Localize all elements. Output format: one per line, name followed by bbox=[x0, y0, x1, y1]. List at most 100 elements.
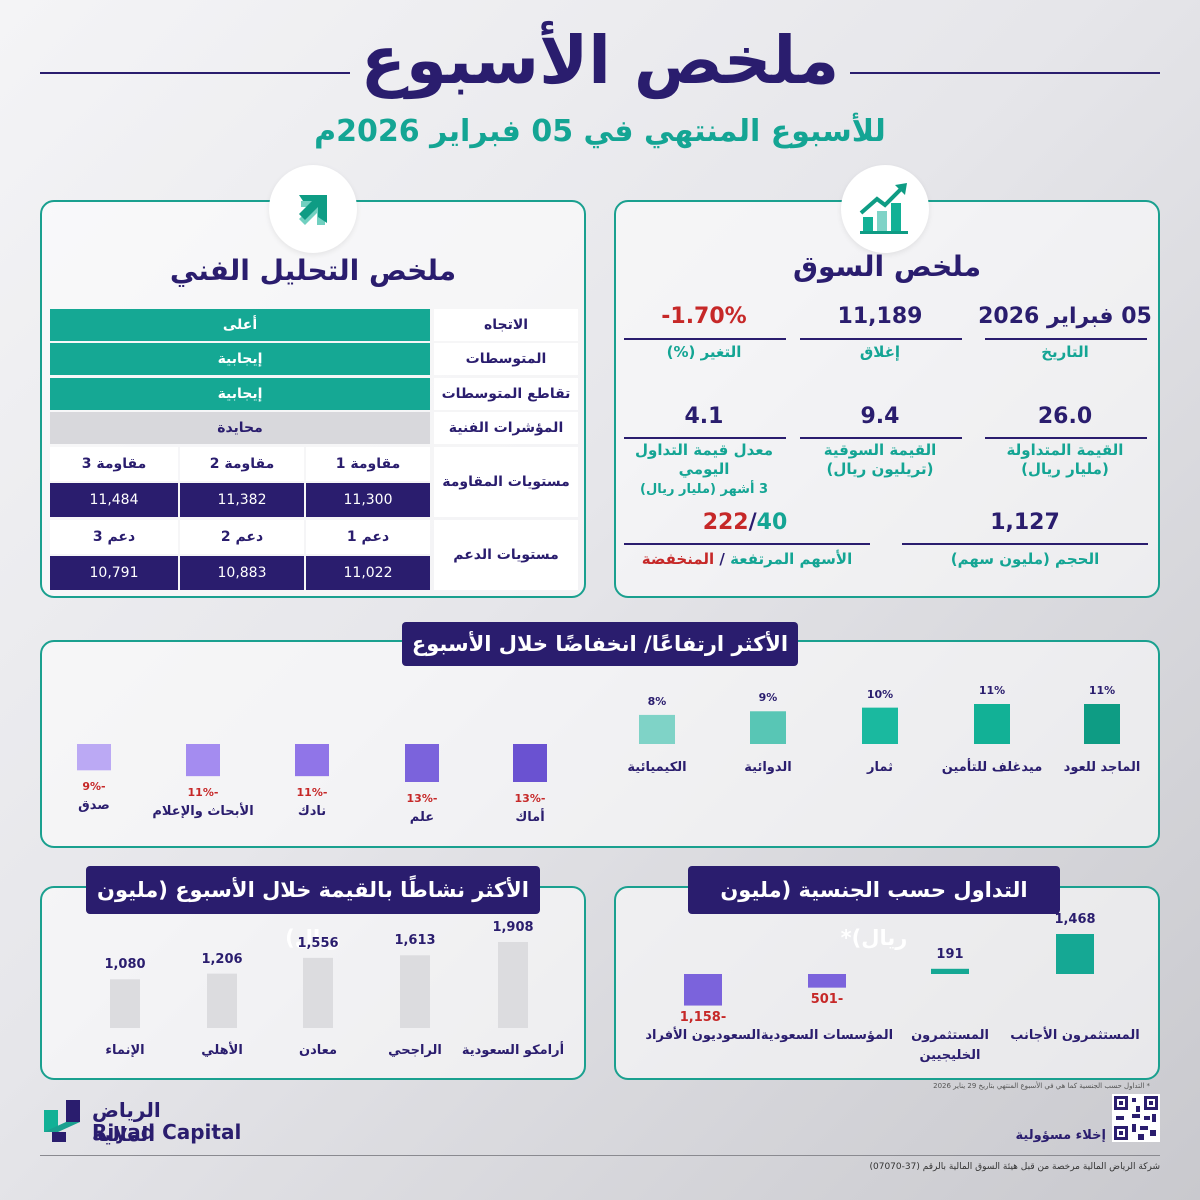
tech-row-label: تقاطع المتوسطات bbox=[434, 378, 578, 410]
nationality-value: -501 bbox=[810, 991, 844, 1007]
stat-traded-unit: (مليار ريال) bbox=[1021, 460, 1109, 478]
stat-close-value: 11,189 bbox=[837, 304, 923, 329]
active-bar bbox=[303, 957, 333, 1028]
nationality-bar bbox=[931, 968, 969, 974]
loser-bar bbox=[186, 744, 220, 777]
nationality-footnote: * التداول حسب الجنسية كما هي في الأسبوع … bbox=[933, 1082, 1150, 1090]
stat-date-value: 05 فبراير 2026 bbox=[978, 304, 1152, 329]
active-bar bbox=[400, 955, 430, 1028]
gainer-name: الدوائية bbox=[744, 760, 792, 775]
gainer-bar bbox=[639, 714, 675, 744]
resistance-value: 11,300 bbox=[306, 483, 430, 517]
tech-row-label: المؤشرات الفنية bbox=[434, 412, 578, 444]
tech-row-label: المتوسطات bbox=[434, 343, 578, 375]
tech-row-value: محايدة bbox=[50, 412, 430, 444]
loser-name: أماك bbox=[515, 810, 545, 825]
nationality-bar bbox=[808, 974, 846, 988]
active-title: الأكثر نشاطًا بالقيمة خلال الأسبوع (مليو… bbox=[86, 866, 540, 950]
nationality-name: المستثمرون bbox=[911, 1028, 989, 1043]
tech-row-value: أعلى bbox=[50, 309, 430, 341]
nationality-bar bbox=[684, 974, 722, 1006]
growth-chart-icon bbox=[859, 183, 908, 234]
support-value: 11,022 bbox=[306, 556, 430, 590]
loser-bar bbox=[295, 744, 329, 777]
technical-title: ملخص التحليل الفني bbox=[169, 254, 457, 287]
active-bar bbox=[110, 979, 140, 1028]
market-icon-circle bbox=[841, 165, 929, 253]
advancers-count: 40 bbox=[756, 510, 788, 535]
nationality-chart bbox=[684, 934, 1094, 1006]
active-name: أرامكو السعودية bbox=[461, 1043, 565, 1058]
gainer-bar bbox=[974, 704, 1010, 744]
volume-value: 1,127 bbox=[990, 510, 1060, 535]
nationality-value: 191 bbox=[936, 946, 964, 962]
gainer-value: 8% bbox=[647, 694, 667, 708]
resistance-value: 11,484 bbox=[50, 483, 178, 517]
tech-row-label: الاتجاه bbox=[434, 309, 578, 341]
gainer-value: 11% bbox=[1088, 684, 1116, 697]
nationality-name: المؤسسات السعودية bbox=[760, 1028, 894, 1043]
loser-name: نادك bbox=[297, 804, 327, 820]
active-value: 1,908 bbox=[492, 920, 534, 935]
loser-value: -9% bbox=[82, 780, 106, 794]
active-value: 1,206 bbox=[201, 951, 243, 967]
stat-avgdaily-label2: اليومي bbox=[678, 460, 730, 478]
stat-divider bbox=[902, 543, 1148, 545]
active-name: الأهلي bbox=[201, 1043, 243, 1058]
resistance-header: مقاومة 1 bbox=[306, 447, 430, 481]
active-name: معادن bbox=[298, 1043, 338, 1058]
nationality-name: السعوديون الأفراد bbox=[645, 1028, 761, 1043]
gainer-bar bbox=[750, 711, 786, 744]
stat-change-label: التغير (%) bbox=[666, 343, 742, 361]
active-bar bbox=[498, 942, 528, 1028]
stat-avgdaily-value: 4.1 bbox=[684, 404, 724, 429]
movers-chart bbox=[77, 704, 1120, 782]
stat-traded-value: 26.0 bbox=[1037, 404, 1093, 429]
brand-name-en: Riyad Capital bbox=[92, 1120, 242, 1144]
stat-marketcap-label: القيمة السوقية bbox=[823, 441, 937, 459]
stat-close-label: إغلاق bbox=[859, 343, 901, 361]
stat-date-label: التاريخ bbox=[1041, 343, 1089, 361]
disclaimer-link[interactable]: إخلاء مسؤولية bbox=[1015, 1128, 1106, 1143]
active-value: 1,556 bbox=[297, 935, 339, 951]
page-title: ملخص الأسبوع bbox=[360, 22, 840, 99]
market-title: ملخص السوق bbox=[792, 250, 982, 283]
support-header: دعم 2 bbox=[180, 520, 304, 554]
breadth-label-separator: / bbox=[719, 550, 725, 568]
resistance-value: 11,382 bbox=[180, 483, 304, 517]
resistance-header: مقاومة 3 bbox=[50, 447, 178, 481]
support-header: دعم 1 bbox=[306, 520, 430, 554]
stat-marketcap-unit: (تريليون ريال) bbox=[826, 460, 934, 478]
support-value: 10,791 bbox=[50, 556, 178, 590]
breadth-label: الأسهم المرتفعة / المنخفضة bbox=[624, 550, 870, 568]
support-label: مستويات الدعم bbox=[434, 520, 578, 590]
gainer-name: ثمار bbox=[867, 760, 893, 775]
gainer-bar bbox=[862, 707, 898, 744]
resistance-header: مقاومة 2 bbox=[180, 447, 304, 481]
volume-label: الحجم (مليون سهم) bbox=[950, 550, 1100, 568]
stat-divider bbox=[985, 437, 1147, 439]
loser-value: -11% bbox=[296, 786, 328, 800]
breadth-value: 222/40 bbox=[660, 510, 830, 535]
title-rule-left bbox=[40, 72, 350, 74]
loser-bar bbox=[405, 744, 439, 782]
active-chart bbox=[110, 942, 528, 1028]
footer-divider bbox=[40, 1155, 1160, 1156]
gainer-bar bbox=[1084, 704, 1120, 744]
stat-avgdaily-unit: 3 أشهر (مليار ريال) bbox=[640, 482, 768, 497]
gainer-value: 11% bbox=[978, 684, 1006, 697]
support-header: دعم 3 bbox=[50, 520, 178, 554]
nationality-name: المستثمرون الأجانب bbox=[1010, 1028, 1140, 1043]
qr-code-icon[interactable] bbox=[1112, 1094, 1160, 1142]
gainer-value: 9% bbox=[758, 691, 778, 705]
stat-change-value: -1.70% bbox=[661, 304, 747, 329]
arrow-up-right-icon bbox=[299, 195, 327, 225]
tech-row-value: إيجابية bbox=[50, 343, 430, 375]
loser-value: -11% bbox=[187, 786, 219, 800]
stat-traded-label: القيمة المتداولة bbox=[1006, 441, 1124, 459]
nationality-value: 1,468 bbox=[1054, 912, 1096, 927]
loser-bar bbox=[77, 744, 111, 771]
gainer-name: ميدغلف للتأمين bbox=[941, 760, 1043, 775]
stat-avgdaily-label: معدل قيمة التداول bbox=[634, 441, 774, 459]
brand-name-ar: الرياض المالية bbox=[92, 1098, 161, 1146]
